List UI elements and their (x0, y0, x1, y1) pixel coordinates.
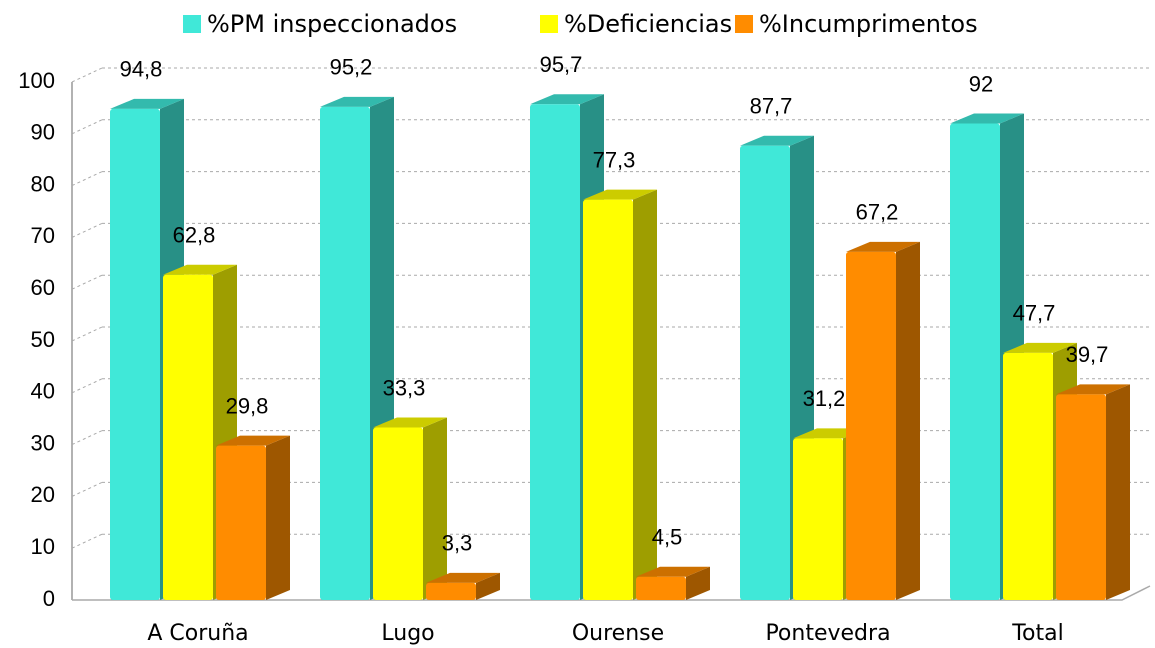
value-label: 95,7 (540, 52, 583, 77)
bar-side (266, 435, 290, 600)
y-tick-label: 10 (31, 534, 55, 559)
y-tick-label: 0 (43, 586, 55, 611)
value-label: 95,2 (330, 55, 373, 80)
bar-top (636, 566, 710, 577)
bar (110, 108, 160, 600)
bar (793, 438, 843, 600)
bar-side (686, 566, 710, 600)
x-tick-label: Lugo (381, 621, 434, 646)
bar-side (423, 417, 447, 600)
bar-top (846, 241, 920, 252)
bar (163, 274, 213, 600)
bar-top (1056, 384, 1130, 395)
grid-depth (71, 430, 103, 446)
legend-label: %Incumprimentos (759, 10, 978, 38)
value-label: 39,7 (1066, 342, 1109, 367)
legend-swatch (735, 15, 753, 33)
y-tick-label: 20 (31, 482, 55, 507)
bar-side (1106, 384, 1130, 600)
value-label: 94,8 (120, 57, 163, 82)
grid-depth (71, 274, 103, 290)
bar (636, 576, 686, 600)
grid-depth (71, 481, 103, 497)
bar (1056, 394, 1106, 600)
legend-swatch (540, 15, 558, 33)
bar-side (476, 572, 500, 600)
bar-top (530, 94, 604, 105)
y-tick-label: 50 (31, 327, 55, 352)
y-tick-label: 70 (31, 223, 55, 248)
bar (373, 427, 423, 600)
value-label: 92 (969, 71, 993, 96)
bar-top (320, 96, 394, 107)
bar (530, 104, 580, 601)
y-tick-label: 100 (18, 68, 55, 93)
x-tick-label: Pontevedra (765, 621, 890, 646)
x-tick-label: Ourense (572, 621, 664, 646)
value-label: 47,7 (1013, 301, 1056, 326)
bar-top (1003, 342, 1077, 353)
grid-depth (71, 326, 103, 342)
bar-top (373, 417, 447, 428)
bar-top (426, 572, 500, 583)
bar (320, 106, 370, 600)
floor (72, 585, 1151, 601)
bar-top (110, 98, 184, 109)
bar-side (896, 241, 920, 601)
bar (583, 199, 633, 600)
grid-depth (71, 171, 103, 187)
x-tick-label: Total (1011, 621, 1063, 646)
bar-top (163, 264, 237, 275)
y-tick-label: 30 (31, 430, 55, 455)
value-label: 62,8 (173, 223, 216, 248)
bar-top (216, 435, 290, 446)
legend-label: %PM inspeccionados (207, 10, 457, 38)
value-label: 3,3 (442, 531, 473, 556)
grid-depth (71, 222, 103, 238)
grid-depth (71, 533, 103, 549)
legend-label: %Deficiencias (564, 10, 732, 38)
y-tick-label: 80 (31, 171, 55, 196)
bar (740, 145, 790, 601)
bar (1003, 352, 1053, 600)
bar (950, 123, 1000, 600)
y-tick-label: 40 (31, 379, 55, 404)
value-label: 4,5 (652, 525, 683, 550)
grid-depth (71, 119, 103, 135)
bar (216, 445, 266, 600)
value-label: 29,8 (226, 393, 269, 418)
bar-top (950, 113, 1024, 124)
bar (426, 582, 476, 600)
legend-swatch (183, 15, 201, 33)
bar (846, 251, 896, 601)
y-tick-label: 60 (31, 275, 55, 300)
value-label: 77,3 (593, 147, 636, 172)
grid-depth (71, 378, 103, 394)
bar-top (583, 189, 657, 200)
value-label: 87,7 (750, 94, 793, 119)
bar-top (740, 135, 814, 146)
grid-depth (71, 67, 103, 83)
bar-side (633, 189, 657, 600)
y-tick-label: 90 (31, 120, 55, 145)
value-label: 67,2 (856, 200, 899, 225)
value-label: 33,3 (383, 375, 426, 400)
value-label: 31,2 (803, 386, 846, 411)
x-tick-label: A Coruña (147, 621, 248, 646)
